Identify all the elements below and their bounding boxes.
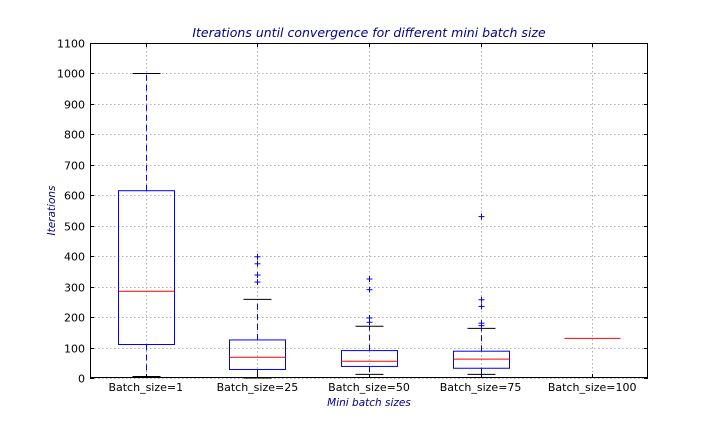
iqr-box [453,350,510,369]
y-tick-label: 300 [64,282,85,295]
flier-point [254,260,261,267]
flier-point [478,296,485,303]
flier-point [366,315,373,322]
y-tick-label: 100 [64,343,85,356]
iqr-box [229,339,286,370]
box-group [229,253,286,379]
flier-point [366,286,373,293]
x-tick-labels: Batch_size=1 Batch_size=25 Batch_size=50 Ba… [108,381,636,394]
y-tick-label: 1100 [57,38,85,51]
flier-point [254,272,261,279]
chart-title: Iterations until convergence for differe… [192,25,546,40]
flier-point [254,253,261,260]
y-tick-label: 800 [64,129,85,142]
y-tick-labels: 0 100 200 300 400 500 600 700 800 900 1000 1100 [57,38,85,386]
flier-point [254,279,261,286]
y-tick-label: 600 [64,190,85,203]
y-tick-label: 1000 [57,68,85,81]
x-tick-label: Batch_size=75 [440,381,522,394]
box-group [341,276,398,375]
x-tick-label: Batch_size=1 [108,381,183,394]
iqr-box [118,190,175,345]
y-tick-label: 200 [64,312,85,325]
y-tick-label: 0 [78,373,85,386]
flier-point [478,213,485,220]
y-tick-label: 400 [64,251,85,264]
y-tick-label: 500 [64,221,85,234]
flier-point [478,303,485,310]
flier-point [478,320,485,327]
iqr-box [341,350,398,367]
x-tick-label: Batch_size=50 [328,381,410,394]
y-axis-label: Iterations [46,185,58,236]
flier-point [366,276,373,283]
x-tick-label: Batch_size=25 [217,381,299,394]
x-axis-label: Mini batch sizes [327,397,411,409]
tick-marks [90,43,648,379]
y-tick-label: 900 [64,99,85,112]
grid-lines [90,43,648,379]
x-tick-label: Batch_size=100 [548,381,637,394]
y-tick-label: 700 [64,160,85,173]
